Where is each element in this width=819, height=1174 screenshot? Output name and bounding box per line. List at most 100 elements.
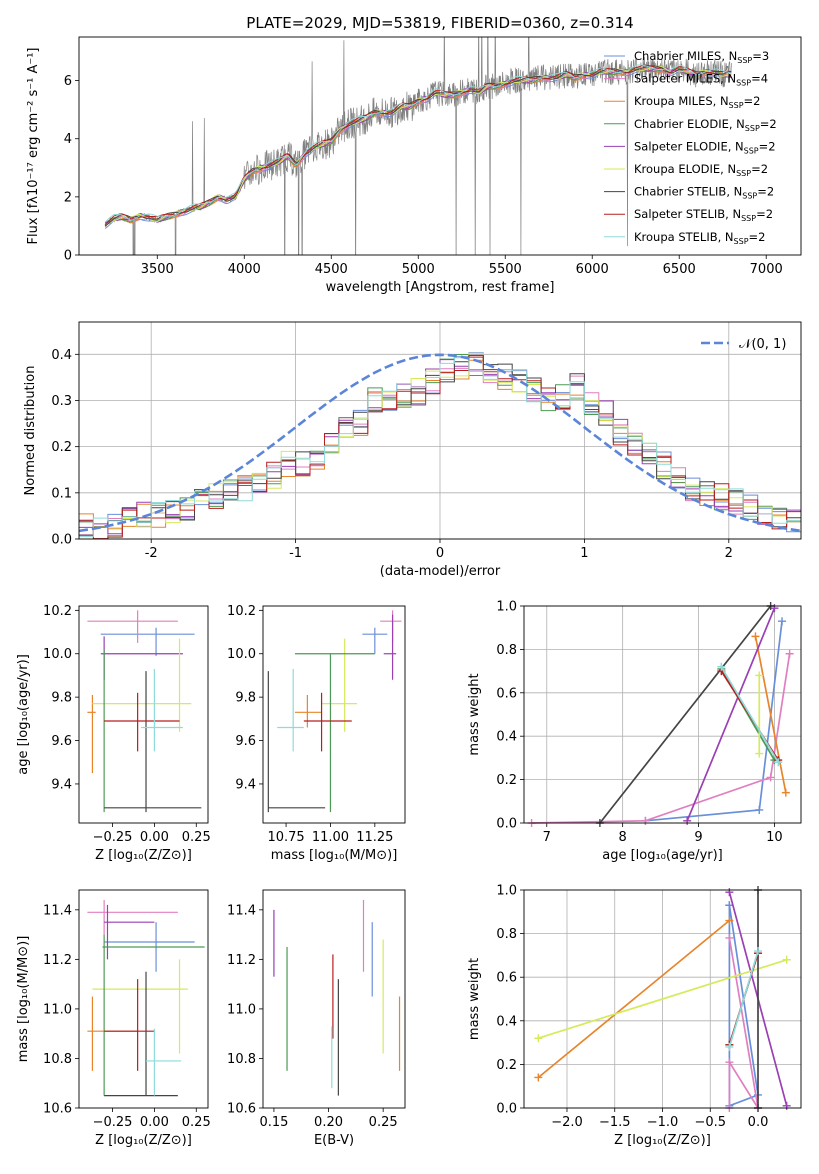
mass-weight-marker xyxy=(725,888,734,897)
x-tick-label: 9 xyxy=(694,830,702,845)
x-tick-label: −1.0 xyxy=(647,1115,679,1130)
x-tick-label: 7 xyxy=(543,830,551,845)
x-tick-label: −2.0 xyxy=(551,1115,583,1130)
spectrum-model-line xyxy=(104,64,732,223)
x-tick-label: −0.5 xyxy=(694,1115,726,1130)
histogram-step xyxy=(79,356,801,539)
x-tick-label: 0.0 xyxy=(748,1115,769,1130)
x-tick-label: 6500 xyxy=(663,262,696,277)
x-tick-label: 0.25 xyxy=(182,830,211,845)
x-tick-label: 2 xyxy=(725,546,733,561)
error-bar-point xyxy=(294,653,375,813)
error-bar-point xyxy=(92,959,188,1054)
error-bar-point xyxy=(100,627,195,656)
mass-weight-line xyxy=(537,919,730,1079)
x-tick-label: 5500 xyxy=(489,262,522,277)
y-tick-label: 1.0 xyxy=(496,884,517,899)
y-tick-label: 9.4 xyxy=(235,777,256,792)
age-vs-Z-frame xyxy=(78,605,209,824)
error-bar-point xyxy=(362,627,388,654)
mass-weight-vs-age-axes: 7 8 9 10 0.0 0.2 0.4 0.6 0.8 1.0 xyxy=(496,600,801,845)
mass-weight-marker xyxy=(717,662,726,671)
y-tick-label: 0.8 xyxy=(496,643,517,658)
x-tick-label: 6000 xyxy=(576,262,609,277)
x-tick-label: 11.25 xyxy=(356,830,393,845)
mass-weight-line xyxy=(728,905,759,1108)
y-tick-label: 9.6 xyxy=(235,734,256,749)
error-bar-point xyxy=(140,668,183,752)
mass-weight-marker xyxy=(725,916,734,925)
x-tick-label: 4500 xyxy=(315,262,348,277)
error-bar-point xyxy=(104,904,155,960)
error-bar-point xyxy=(92,638,192,732)
y-tick-label: 0.4 xyxy=(51,348,72,363)
x-tick-label: −0.25 xyxy=(93,830,133,845)
error-bar-point xyxy=(100,636,183,680)
mass-weight-marker xyxy=(683,816,692,825)
mass-vs-EBV-axes: 0.15 0.20 0.25 10.6 10.8 11.0 11.2 11.4 xyxy=(227,899,401,1130)
mass-weight-vs-age-ylabel: mass weight xyxy=(467,673,482,755)
age-vs-mass-frame xyxy=(262,605,406,824)
mass-weight-line xyxy=(686,607,776,822)
mass-weight-marker xyxy=(534,1073,543,1082)
legend-entry: Salpeter STELIB, NSSP=2 xyxy=(634,207,773,223)
mass-vs-Z-xlabel: Z [log₁₀(Z/Z⊙)] xyxy=(95,1133,192,1148)
y-tick-label: 2 xyxy=(64,190,72,205)
x-tick-label: 11.00 xyxy=(312,830,349,845)
error-bar-point xyxy=(294,694,322,728)
mass-weight-marker xyxy=(782,1101,791,1110)
x-tick-label: 0.25 xyxy=(182,1115,211,1130)
x-tick-label: 1 xyxy=(580,546,588,561)
residuals-frame xyxy=(78,321,802,540)
y-tick-label: 10.2 xyxy=(43,604,72,619)
y-tick-label: 0.1 xyxy=(51,486,72,501)
y-tick-label: 0.2 xyxy=(496,1058,517,1073)
error-bar-point xyxy=(87,694,96,774)
mass-weight-vs-Z-axes: −2.0 −1.5 −1.0 −0.5 0.0 0.0 0.2 0.4 0.6 0.8 1.0 xyxy=(496,884,801,1130)
mass-weight-marker xyxy=(774,758,783,767)
legend-entry: Kroupa STELIB, NSSP=2 xyxy=(634,230,765,246)
y-tick-label: 0.6 xyxy=(496,686,517,701)
y-tick-label: 4 xyxy=(64,132,72,147)
normal-reference-curve xyxy=(79,353,801,533)
error-bar-point xyxy=(277,668,304,752)
error-bar-point xyxy=(87,899,178,935)
histogram-step xyxy=(79,357,801,538)
mass-weight-marker xyxy=(725,1042,734,1051)
x-tick-label: 3500 xyxy=(141,262,174,277)
residuals-ylabel: Normed distribution xyxy=(23,366,38,496)
legend-entry: Chabrier ELODIE, NSSP=2 xyxy=(634,117,777,133)
mass-weight-marker xyxy=(725,933,734,942)
mass-weight-line xyxy=(645,621,783,822)
error-bar-point xyxy=(380,610,402,643)
error-bar-point xyxy=(104,671,202,813)
mass-weight-line xyxy=(538,958,787,1040)
x-tick-label: 5000 xyxy=(402,262,435,277)
spectrum-legend: Chabrier MILES, NSSP=3 Salpeter MILES, NS… xyxy=(604,49,777,246)
x-tick-label: 7000 xyxy=(750,262,783,277)
mass-weight-line xyxy=(728,937,759,1109)
age-vs-Z-ylabel: age [log₁₀(age/yr)] xyxy=(16,654,31,775)
error-bar-point xyxy=(87,996,138,1071)
mass-weight-line xyxy=(728,950,759,1048)
y-tick-label: 0.2 xyxy=(496,773,517,788)
mass-weight-vs-Z-xlabel: Z [log₁₀(Z/Z⊙)] xyxy=(614,1133,711,1148)
y-tick-label: 0.0 xyxy=(496,1102,517,1117)
mass-weight-marker xyxy=(725,1058,734,1067)
y-tick-label: 10.8 xyxy=(227,1052,256,1067)
mass-weight-marker xyxy=(755,671,764,680)
error-bar-point xyxy=(146,1028,182,1096)
y-tick-label: 11.0 xyxy=(43,1002,72,1017)
y-tick-label: 10.0 xyxy=(43,647,72,662)
y-tick-label: 0.0 xyxy=(496,817,517,832)
x-tick-label: −1.5 xyxy=(599,1115,631,1130)
spectrum-xlabel: wavelength [Angstrom, rest frame] xyxy=(326,280,555,295)
mass-weight-vs-Z-ylabel: mass weight xyxy=(467,958,482,1040)
error-bar-point xyxy=(87,610,178,643)
x-tick-label: 8 xyxy=(619,830,627,845)
mass-weight-marker xyxy=(781,788,790,797)
y-tick-label: 0.8 xyxy=(496,927,517,942)
x-tick-label: 0.00 xyxy=(140,830,169,845)
x-tick-label: 0 xyxy=(436,546,444,561)
